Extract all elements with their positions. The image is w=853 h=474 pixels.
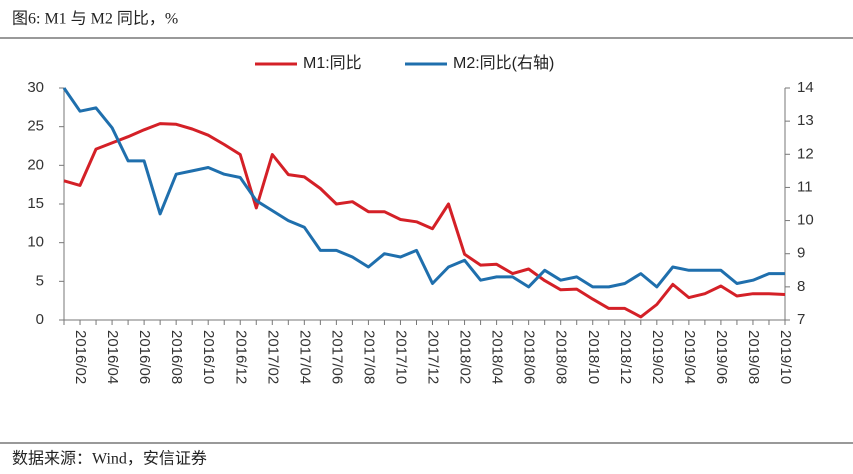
x-tick-label: 2019/08 — [745, 330, 762, 384]
y-tick-label: 15 — [27, 195, 44, 212]
x-tick-label: 2017/06 — [328, 330, 345, 384]
x-tick-label: 2019/02 — [649, 330, 666, 384]
y2-tick-label: 13 — [797, 112, 814, 129]
y-tick-label: 30 — [27, 79, 44, 96]
y-tick-label: 10 — [27, 234, 44, 251]
x-tick-label: 2017/08 — [360, 330, 377, 384]
legend-label: M1:同比 — [303, 54, 362, 72]
x-tick-label: 2016/12 — [232, 330, 249, 384]
x-tick-label: 2017/12 — [425, 330, 442, 384]
y2-tick-label: 12 — [797, 145, 814, 162]
y-tick-label: 25 — [27, 118, 44, 135]
x-tick-label: 2017/02 — [264, 330, 281, 384]
source: 数据来源：Wind，安信证券 — [12, 450, 207, 468]
y2-tick-label: 11 — [797, 178, 813, 195]
series-line — [63, 122, 786, 319]
x-tick-label: 2018/08 — [553, 330, 570, 384]
chart-title: 图6: M1 与 M2 同比，% — [12, 10, 178, 28]
x-tick-label: 2018/10 — [585, 330, 602, 384]
x-tick-label: 2019/04 — [681, 330, 698, 384]
x-tick-label: 2018/02 — [457, 330, 474, 384]
series-line — [62, 87, 785, 289]
y-tick-label: 5 — [36, 272, 44, 289]
x-tick-label: 2017/04 — [296, 330, 313, 384]
x-tick-label: 2016/08 — [168, 330, 185, 384]
x-tick-label: 2018/06 — [521, 330, 538, 384]
x-tick-label: 2018/12 — [617, 330, 634, 384]
x-tick-label: 2016/10 — [200, 330, 217, 384]
x-tick-label: 2018/04 — [489, 330, 506, 384]
x-tick-label: 2017/10 — [392, 330, 409, 384]
x-tick-label: 2019/06 — [713, 330, 730, 384]
x-tick-label: 2019/10 — [777, 330, 794, 384]
y-tick-label: 0 — [36, 311, 44, 328]
x-tick-label: 2016/04 — [104, 330, 121, 384]
x-tick-label: 2016/06 — [136, 330, 153, 384]
y-tick-label: 20 — [27, 156, 44, 173]
y2-tick-label: 8 — [797, 278, 805, 295]
legend-label: M2:同比(右轴) — [453, 54, 554, 72]
y2-tick-label: 7 — [797, 311, 805, 328]
y2-tick-label: 9 — [797, 245, 805, 262]
y2-tick-label: 10 — [797, 212, 814, 229]
x-tick-label: 2016/02 — [72, 330, 89, 384]
y2-tick-label: 14 — [797, 79, 814, 96]
